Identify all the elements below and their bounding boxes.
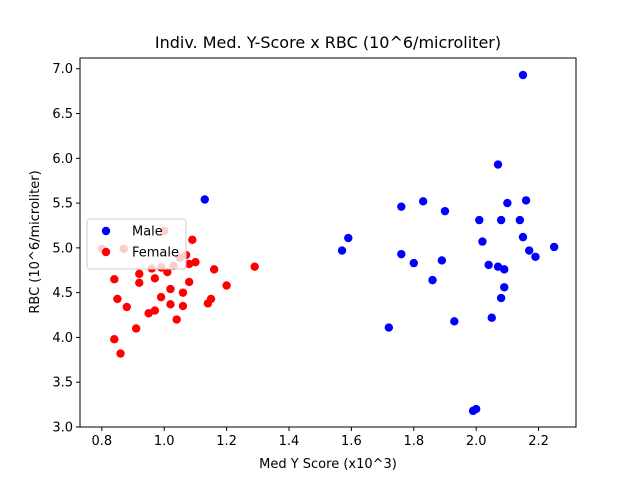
male-point	[500, 283, 509, 292]
female-point	[131, 324, 141, 333]
x-tick-label: 1.6	[341, 434, 362, 449]
male-point	[484, 260, 493, 270]
male-point	[475, 215, 484, 225]
male-point	[344, 233, 353, 243]
female-point	[135, 278, 144, 288]
female-point	[150, 306, 160, 315]
y-tick-label: 5.5	[52, 197, 73, 212]
x-axis: 0.8 1.0 1.2 1.4 1.6 1.8 2.0 2.2	[91, 427, 549, 449]
x-axis-label: Med Y Score (x10^3)	[259, 457, 397, 472]
y-tick-label: 5.0	[52, 241, 73, 256]
female-point	[166, 300, 175, 309]
male-point	[409, 258, 418, 268]
y-tick-label: 6.0	[52, 152, 73, 167]
male-point	[496, 215, 506, 225]
male-point	[531, 252, 540, 262]
y-tick-label: 6.5	[52, 107, 73, 122]
male-point	[525, 246, 534, 255]
female-point	[250, 262, 259, 271]
x-tick-label: 2.2	[528, 434, 549, 449]
female-point	[166, 284, 175, 294]
male-point	[503, 198, 512, 208]
legend-entries: Male Female	[101, 225, 179, 261]
y-tick-label: 4.0	[52, 331, 73, 346]
female-point	[156, 292, 166, 302]
male-point	[397, 249, 406, 259]
male-point	[549, 242, 559, 252]
male-point	[518, 232, 528, 242]
y-tick-label: 4.5	[52, 286, 73, 301]
plot-frame	[79, 57, 577, 428]
female-point	[178, 301, 188, 311]
male-point	[418, 197, 428, 206]
female-point	[184, 277, 194, 287]
y-tick-label: 7.0	[52, 62, 73, 77]
x-tick-label: 1.8	[403, 434, 424, 449]
y-axis: 3.0 3.5 4.0 4.5 5.0 5.5 6.0 6.5 7.0	[52, 62, 80, 436]
female-point	[110, 275, 119, 284]
male-point	[478, 237, 487, 246]
female-point	[178, 288, 188, 297]
legend-marker-female	[101, 247, 111, 257]
legend-label-female: Female	[132, 246, 179, 261]
female-point	[188, 235, 197, 245]
male-point	[493, 160, 503, 169]
x-tick-label: 1.2	[216, 434, 237, 449]
male-point	[496, 293, 506, 303]
x-tick-label: 2.0	[466, 434, 487, 449]
male-point	[437, 256, 447, 265]
female-point	[222, 281, 231, 290]
male-point	[521, 196, 531, 205]
male-point	[337, 246, 347, 255]
chart-title: Indiv. Med. Y-Score x RBC (10^6/microlit…	[155, 33, 501, 52]
female-point	[172, 315, 181, 324]
male-point	[515, 215, 525, 225]
female-point	[113, 294, 122, 304]
y-tick-label: 3.0	[52, 421, 73, 436]
x-tick-label: 0.8	[91, 434, 112, 449]
female-point	[110, 335, 119, 344]
x-tick-label: 1.4	[279, 434, 300, 449]
legend-marker-male	[101, 226, 111, 236]
male-point	[487, 313, 496, 322]
male-point	[500, 265, 509, 274]
legend-box	[86, 218, 187, 270]
male-point	[440, 206, 450, 216]
male-point	[471, 404, 481, 414]
y-tick-label: 3.5	[52, 376, 73, 391]
male-point	[450, 317, 459, 326]
female-point	[135, 269, 144, 279]
male-point	[428, 275, 437, 285]
y-axis-label: RBC (10^6/microliter)	[28, 170, 43, 313]
female-point	[206, 294, 216, 304]
legend: Male Female	[86, 218, 187, 270]
female-point	[209, 265, 219, 274]
x-tick-label: 1.0	[154, 434, 175, 449]
female-point	[122, 302, 131, 312]
male-point	[384, 323, 394, 332]
female-point	[191, 258, 200, 267]
legend-label-male: Male	[132, 225, 163, 240]
female-point	[150, 274, 160, 283]
male-point	[518, 70, 528, 80]
male-point	[397, 202, 406, 211]
female-point	[163, 267, 172, 277]
male-point	[200, 195, 209, 204]
female-point	[116, 349, 125, 358]
